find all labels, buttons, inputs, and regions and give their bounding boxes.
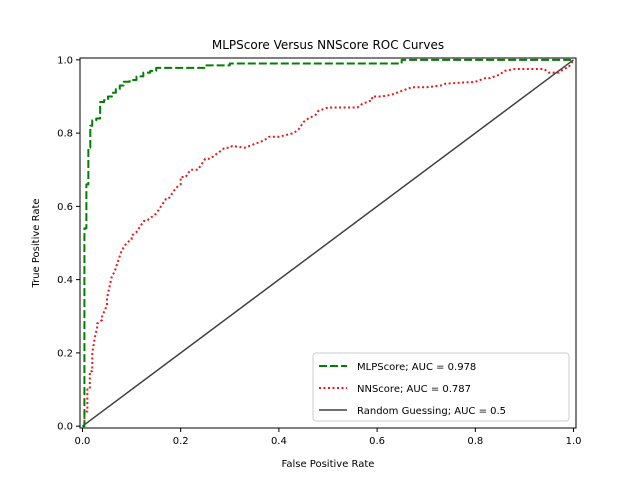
x-tick-label: 0.0 (75, 436, 91, 447)
y-tick-label: 0.4 (57, 275, 73, 286)
series-line-1 (82, 59, 575, 428)
y-tick-label: 1.0 (57, 55, 73, 66)
legend: MLPScore; AUC = 0.978 NNScore; AUC = 0.78… (312, 352, 570, 422)
y-tick-label: 0.6 (57, 202, 73, 213)
series-line-0 (82, 58, 574, 428)
y-tick-label: 0.0 (57, 422, 73, 433)
legend-label-2: Random Guessing; AUC = 0.5 (357, 406, 506, 417)
y-axis-label: True Positive Rate (31, 198, 42, 288)
x-tick-label: 0.8 (467, 436, 483, 447)
y-tick-label: 0.2 (57, 348, 73, 359)
legend-label-1: NNScore; AUC = 0.787 (357, 384, 471, 395)
x-axis-label: False Positive Rate (282, 459, 375, 470)
plot-frame (79, 57, 577, 429)
series-line-2 (82, 59, 574, 427)
y-tick-label: 0.8 (57, 129, 73, 140)
x-tick-label: 0.2 (173, 436, 189, 447)
legend-box (312, 352, 570, 422)
axis-ticks: 0.0 0.2 0.4 0.6 0.8 1.0 0.0 0.2 0.4 0.6 0.8 1.0 (57, 55, 581, 447)
x-tick-label: 0.4 (271, 436, 287, 447)
legend-label-0: MLPScore; AUC = 0.978 (357, 362, 476, 373)
plot-area (82, 58, 575, 428)
chart-title: MLPScore Versus NNScore ROC Curves (212, 38, 444, 52)
x-tick-label: 0.6 (369, 436, 385, 447)
x-tick-label: 1.0 (566, 436, 582, 447)
